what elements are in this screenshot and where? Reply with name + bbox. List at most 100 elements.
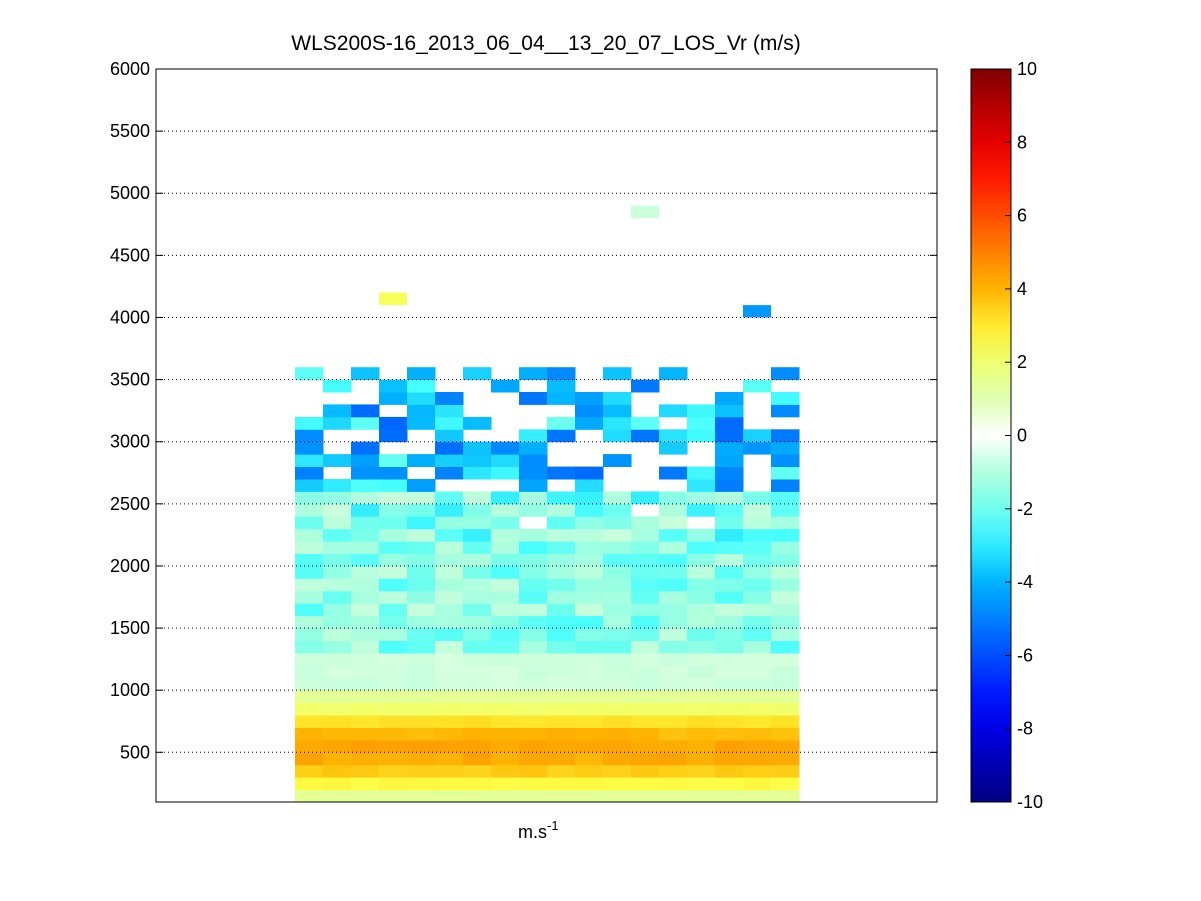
heatmap-cell [379,677,408,691]
heatmap-cell [295,739,324,753]
heatmap-cell [603,528,632,542]
heatmap-cell [519,702,548,716]
heatmap-cell [715,578,744,592]
heatmap-cell [631,516,660,530]
heatmap-cell [491,652,520,666]
heatmap-cell [379,764,408,778]
heatmap-cell [323,516,352,530]
heatmap-cell [407,367,436,381]
heatmap-cell [323,590,352,604]
heatmap-cell [575,503,604,517]
heatmap-cell [743,777,772,791]
heatmap-cell [547,715,576,728]
heatmap-cell [631,665,660,679]
heatmap-cell [631,789,660,803]
heatmap-cell [575,628,604,641]
heatmap-cell [295,528,324,542]
heatmap-cell [435,392,464,405]
heatmap-cell [463,628,492,641]
heatmap-cell [659,429,688,443]
heatmap-cell [715,603,744,617]
heatmap-cell [603,665,632,679]
heatmap-cell [519,665,548,679]
heatmap-cell [715,565,744,579]
heatmap-cell [351,702,380,716]
heatmap-cell [547,603,576,617]
heatmap-cell [603,727,632,741]
chart-title: WLS200S-16_2013_06_04__13_20_07_LOS_Vr (… [291,32,800,55]
heatmap-cell [575,615,604,629]
heatmap-cell [659,789,688,803]
heatmap-cell [351,777,380,791]
heatmap-cell [743,528,772,542]
heatmap-cell [715,454,744,467]
heatmap-cell [715,491,744,505]
heatmap-cell [491,628,520,641]
heatmap-cell [379,590,408,604]
heatmap-cell [519,764,548,778]
heatmap-cell [407,479,436,492]
heatmap-cell [743,752,772,766]
heatmap-cell [519,590,548,604]
heatmap-cell [715,516,744,530]
heatmap-cell [575,528,604,542]
heatmap-cell [491,516,520,530]
heatmap-cell [603,615,632,629]
heatmap-cell [687,727,716,741]
heatmap-cell [687,578,716,592]
y-axis: 500 1000 1500 2000 2500 3000 3500 4000 4500 5000 5… [110,59,937,762]
y-tick-label: 500 [120,742,150,762]
heatmap-cell [603,454,632,467]
heatmap-cell [323,752,352,766]
heatmap-cell [463,528,492,542]
heatmap-cell [603,628,632,641]
heatmap-cell [463,715,492,728]
heatmap-cell [715,528,744,542]
heatmap-cell [323,553,352,567]
heatmap-cell [379,541,408,554]
heatmap-cell [519,615,548,629]
heatmap-cell [491,789,520,803]
heatmap-cell [379,690,408,704]
heatmap-isolated-cell [379,292,407,305]
heatmap-cell [491,466,520,480]
heatmap-cell [603,565,632,579]
heatmap-cell [743,690,772,704]
heatmap-cell [687,541,716,554]
heatmap-cell [659,491,688,505]
y-tick-label: 5000 [110,183,150,203]
heatmap-cell [295,715,324,728]
heatmap-cell [603,541,632,554]
heatmap-cell [407,565,436,579]
colorbar-tick-label: -2 [1017,499,1033,519]
heatmap-cell [603,677,632,691]
colorbar-axis: 10 8 6 4 2 0 -2 -4 -6 -8 -10 [1005,59,1043,812]
heatmap-cell [547,578,576,592]
heatmap-cell [379,466,408,480]
heatmap-cell [575,491,604,505]
heatmap-cell [407,615,436,629]
heatmap-cell [603,603,632,617]
heatmap-cell [323,541,352,554]
heatmap-cell [771,640,800,654]
heatmap-cell [715,665,744,679]
heatmap-cell [379,578,408,592]
heatmap-cell [715,752,744,766]
heatmap-cell [743,665,772,679]
heatmap-cell [687,628,716,641]
heatmap-cell [771,715,800,728]
heatmap-cell [295,466,324,480]
heatmap-cell [687,603,716,617]
heatmap-cell [659,640,688,654]
colorbar-tick-label: -10 [1017,792,1043,812]
heatmap-cell [435,777,464,791]
heatmap-cell [575,727,604,741]
heatmap-cell [743,652,772,666]
heatmap-cell [547,739,576,753]
heatmap-cell [547,764,576,778]
colorbar-tick-label: 8 [1017,132,1027,152]
heatmap-cell [631,702,660,716]
heatmap-cell [407,404,436,418]
heatmap-cell [323,404,352,418]
heatmap-cell [435,739,464,753]
